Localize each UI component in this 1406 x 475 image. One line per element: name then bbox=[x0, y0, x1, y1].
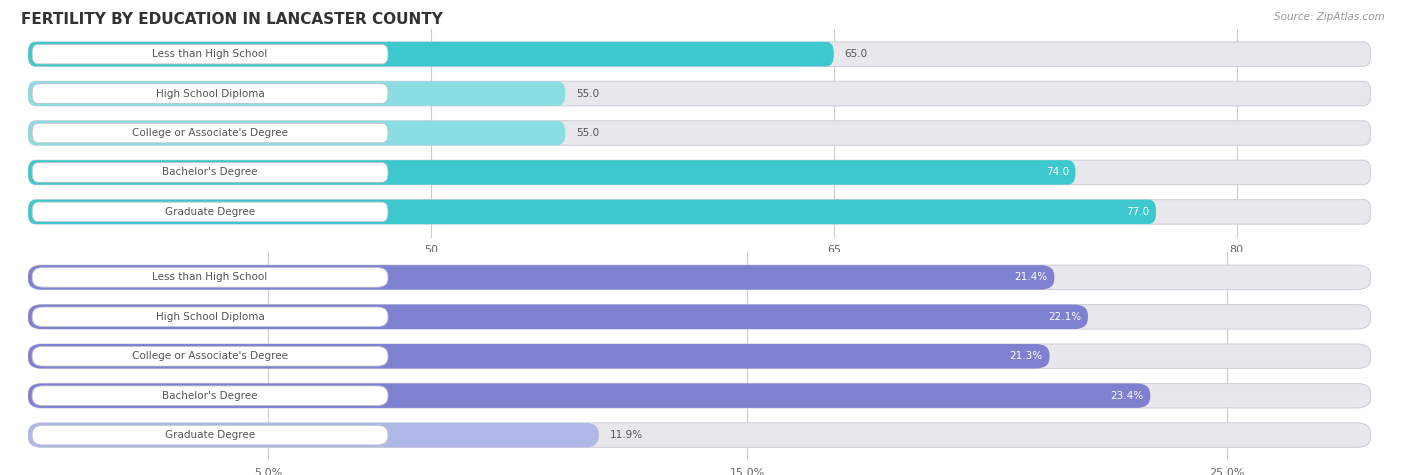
FancyBboxPatch shape bbox=[32, 267, 388, 287]
FancyBboxPatch shape bbox=[32, 123, 388, 143]
FancyBboxPatch shape bbox=[28, 160, 1371, 185]
Text: 74.0: 74.0 bbox=[1046, 167, 1069, 178]
FancyBboxPatch shape bbox=[28, 423, 1371, 447]
Text: 11.9%: 11.9% bbox=[610, 430, 643, 440]
Text: High School Diploma: High School Diploma bbox=[156, 88, 264, 99]
FancyBboxPatch shape bbox=[28, 265, 1371, 290]
Text: 55.0: 55.0 bbox=[576, 88, 599, 99]
FancyBboxPatch shape bbox=[32, 346, 388, 366]
FancyBboxPatch shape bbox=[28, 121, 1371, 145]
FancyBboxPatch shape bbox=[32, 84, 388, 104]
FancyBboxPatch shape bbox=[28, 121, 565, 145]
FancyBboxPatch shape bbox=[28, 383, 1371, 408]
Text: College or Associate's Degree: College or Associate's Degree bbox=[132, 351, 288, 361]
FancyBboxPatch shape bbox=[28, 344, 1049, 369]
FancyBboxPatch shape bbox=[32, 162, 388, 182]
Text: Bachelor's Degree: Bachelor's Degree bbox=[162, 167, 257, 178]
Text: Graduate Degree: Graduate Degree bbox=[165, 430, 254, 440]
Text: High School Diploma: High School Diploma bbox=[156, 312, 264, 322]
Text: 22.1%: 22.1% bbox=[1047, 312, 1081, 322]
Text: College or Associate's Degree: College or Associate's Degree bbox=[132, 128, 288, 138]
Text: Bachelor's Degree: Bachelor's Degree bbox=[162, 390, 257, 401]
Text: FERTILITY BY EDUCATION IN LANCASTER COUNTY: FERTILITY BY EDUCATION IN LANCASTER COUN… bbox=[21, 12, 443, 27]
FancyBboxPatch shape bbox=[28, 304, 1088, 329]
Text: Less than High School: Less than High School bbox=[152, 272, 267, 282]
FancyBboxPatch shape bbox=[32, 202, 388, 222]
Text: Source: ZipAtlas.com: Source: ZipAtlas.com bbox=[1274, 12, 1385, 22]
Text: 21.4%: 21.4% bbox=[1015, 272, 1047, 282]
Text: 55.0: 55.0 bbox=[576, 128, 599, 138]
FancyBboxPatch shape bbox=[32, 307, 388, 327]
FancyBboxPatch shape bbox=[28, 81, 1371, 106]
FancyBboxPatch shape bbox=[28, 42, 1371, 66]
FancyBboxPatch shape bbox=[28, 265, 1054, 290]
FancyBboxPatch shape bbox=[28, 42, 834, 66]
Text: 77.0: 77.0 bbox=[1126, 207, 1149, 217]
FancyBboxPatch shape bbox=[28, 160, 1076, 185]
FancyBboxPatch shape bbox=[32, 386, 388, 406]
Text: 65.0: 65.0 bbox=[845, 49, 868, 59]
FancyBboxPatch shape bbox=[28, 81, 565, 106]
Text: 21.3%: 21.3% bbox=[1010, 351, 1043, 361]
FancyBboxPatch shape bbox=[28, 423, 599, 447]
FancyBboxPatch shape bbox=[32, 44, 388, 64]
Text: Less than High School: Less than High School bbox=[152, 49, 267, 59]
FancyBboxPatch shape bbox=[28, 200, 1156, 224]
Text: 23.4%: 23.4% bbox=[1111, 390, 1143, 401]
Text: Graduate Degree: Graduate Degree bbox=[165, 207, 254, 217]
FancyBboxPatch shape bbox=[28, 383, 1150, 408]
FancyBboxPatch shape bbox=[28, 200, 1371, 224]
FancyBboxPatch shape bbox=[28, 344, 1371, 369]
FancyBboxPatch shape bbox=[32, 425, 388, 445]
FancyBboxPatch shape bbox=[28, 304, 1371, 329]
